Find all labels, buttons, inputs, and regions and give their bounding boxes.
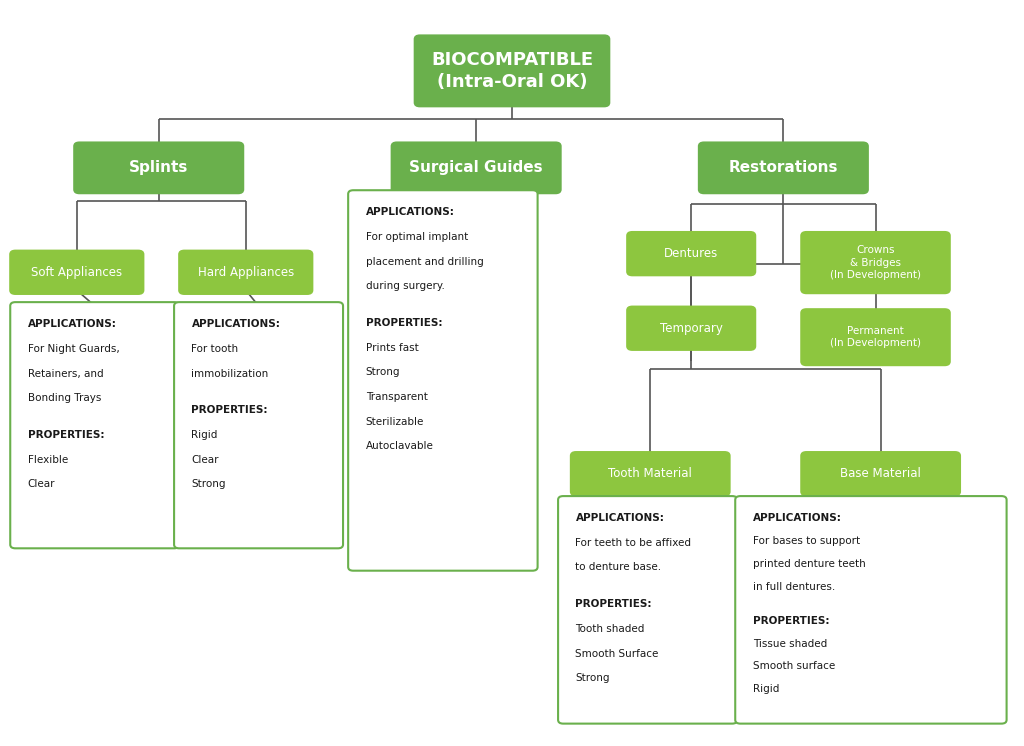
FancyBboxPatch shape: [801, 452, 961, 495]
FancyBboxPatch shape: [801, 232, 950, 293]
Text: Strong: Strong: [366, 368, 400, 377]
Text: PROPERTIES:: PROPERTIES:: [28, 430, 104, 440]
Text: Clear: Clear: [28, 480, 55, 489]
Text: Smooth Surface: Smooth Surface: [575, 649, 658, 659]
Text: Splints: Splints: [129, 160, 188, 175]
Text: For tooth: For tooth: [191, 344, 239, 354]
FancyBboxPatch shape: [10, 302, 179, 548]
FancyBboxPatch shape: [179, 251, 312, 294]
Text: to denture base.: to denture base.: [575, 562, 662, 572]
Text: Permanent
(In Development): Permanent (In Development): [830, 326, 921, 348]
FancyBboxPatch shape: [391, 142, 561, 193]
Text: Strong: Strong: [575, 674, 610, 683]
Text: Rigid: Rigid: [753, 684, 779, 695]
Text: Crowns
& Bridges
(In Development): Crowns & Bridges (In Development): [830, 245, 921, 280]
Text: Strong: Strong: [191, 480, 226, 489]
Text: Clear: Clear: [191, 454, 219, 465]
Text: Prints fast: Prints fast: [366, 343, 419, 353]
Text: immobilization: immobilization: [191, 369, 268, 378]
Text: Temporary: Temporary: [659, 322, 723, 335]
FancyBboxPatch shape: [174, 302, 343, 548]
FancyBboxPatch shape: [801, 309, 950, 365]
Text: Soft Appliances: Soft Appliances: [32, 266, 122, 279]
FancyBboxPatch shape: [415, 35, 609, 106]
Text: printed denture teeth: printed denture teeth: [753, 559, 865, 569]
Text: APPLICATIONS:: APPLICATIONS:: [366, 207, 455, 217]
Text: PROPERTIES:: PROPERTIES:: [191, 406, 268, 416]
Text: Autoclavable: Autoclavable: [366, 442, 433, 451]
FancyBboxPatch shape: [348, 190, 538, 571]
Text: For Night Guards,: For Night Guards,: [28, 344, 120, 354]
Text: Retainers, and: Retainers, and: [28, 369, 103, 378]
FancyBboxPatch shape: [74, 142, 244, 193]
Text: placement and drilling: placement and drilling: [366, 257, 483, 266]
Text: APPLICATIONS:: APPLICATIONS:: [191, 319, 281, 329]
FancyBboxPatch shape: [571, 452, 729, 495]
Text: Surgical Guides: Surgical Guides: [410, 160, 543, 175]
Text: Bonding Trays: Bonding Trays: [28, 393, 101, 403]
Text: PROPERTIES:: PROPERTIES:: [575, 600, 652, 609]
Text: APPLICATIONS:: APPLICATIONS:: [575, 513, 665, 523]
Text: APPLICATIONS:: APPLICATIONS:: [753, 513, 842, 523]
Text: PROPERTIES:: PROPERTIES:: [366, 319, 442, 328]
Text: APPLICATIONS:: APPLICATIONS:: [28, 319, 117, 329]
Text: BIOCOMPATIBLE
(Intra-Oral OK): BIOCOMPATIBLE (Intra-Oral OK): [431, 51, 593, 91]
FancyBboxPatch shape: [735, 496, 1007, 724]
Text: For optimal implant: For optimal implant: [366, 232, 468, 242]
Text: Dentures: Dentures: [665, 247, 718, 260]
FancyBboxPatch shape: [558, 496, 737, 724]
Text: For bases to support: For bases to support: [753, 536, 860, 546]
FancyBboxPatch shape: [627, 307, 756, 350]
FancyBboxPatch shape: [627, 232, 756, 275]
Text: Tissue shaded: Tissue shaded: [753, 639, 827, 648]
Text: For teeth to be affixed: For teeth to be affixed: [575, 538, 691, 548]
Text: Rigid: Rigid: [191, 430, 218, 440]
Text: Transparent: Transparent: [366, 392, 427, 402]
Text: Restorations: Restorations: [729, 160, 838, 175]
Text: Smooth surface: Smooth surface: [753, 662, 835, 671]
Text: Sterilizable: Sterilizable: [366, 417, 424, 427]
Text: PROPERTIES:: PROPERTIES:: [753, 616, 829, 626]
Text: Tooth Material: Tooth Material: [608, 467, 692, 480]
Text: during surgery.: during surgery.: [366, 281, 444, 291]
Text: Tooth shaded: Tooth shaded: [575, 624, 645, 634]
Text: Hard Appliances: Hard Appliances: [198, 266, 294, 279]
Text: Base Material: Base Material: [841, 467, 921, 480]
FancyBboxPatch shape: [10, 251, 143, 294]
Text: Flexible: Flexible: [28, 454, 68, 465]
FancyBboxPatch shape: [698, 142, 868, 193]
Text: in full dentures.: in full dentures.: [753, 582, 835, 592]
